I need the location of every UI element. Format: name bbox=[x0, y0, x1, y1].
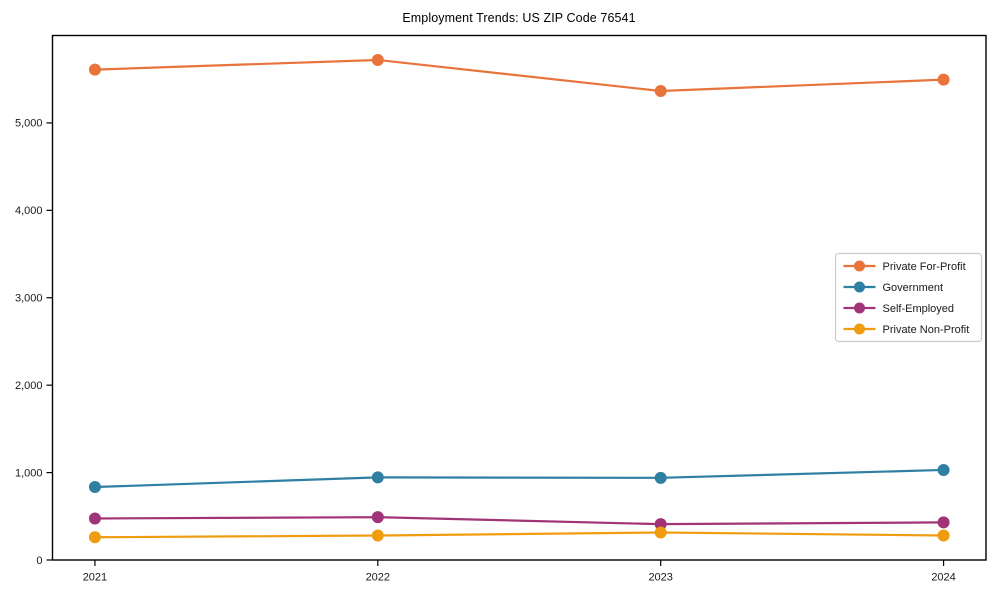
x-axis-tick-label: 2023 bbox=[648, 572, 672, 584]
data-point-self-employed bbox=[937, 516, 950, 529]
legend-entry-private-for-profit: Private For-Profit bbox=[843, 260, 966, 273]
data-point-private-for-profit bbox=[88, 63, 101, 76]
data-point-private-non-profit bbox=[654, 526, 667, 539]
y-axis-tick-label: 3,000 bbox=[15, 293, 43, 305]
y-axis-tick-label: 2,000 bbox=[15, 380, 43, 392]
data-point-private-for-profit bbox=[937, 73, 950, 86]
data-point-self-employed bbox=[654, 518, 667, 531]
legend-marker-swatch bbox=[854, 302, 865, 314]
series-line-government bbox=[94, 468, 944, 489]
x-axis-tick-label: 2022 bbox=[366, 572, 390, 584]
legend-label: Private For-Profit bbox=[883, 261, 966, 273]
legend-marker-swatch bbox=[854, 281, 865, 293]
data-point-private-non-profit bbox=[88, 531, 101, 544]
legend-marker-swatch bbox=[854, 323, 865, 335]
legend-label: Private Non-Profit bbox=[883, 324, 970, 336]
y-axis-tick-label: 1,000 bbox=[15, 467, 43, 479]
x-axis-tick-label: 2024 bbox=[931, 572, 955, 584]
legend: Private For-Profit Government Self-Employe… bbox=[834, 252, 983, 343]
legend-entry-self-employed: Self-Employed bbox=[843, 302, 955, 315]
data-point-private-non-profit bbox=[937, 529, 950, 542]
legend-label: Self-Employed bbox=[883, 303, 955, 315]
series-line-private-for-profit bbox=[94, 58, 944, 93]
legend-box bbox=[834, 252, 983, 343]
data-point-private-for-profit bbox=[654, 85, 667, 98]
chart-title: Employment Trends: US ZIP Code 76541 bbox=[402, 11, 636, 25]
data-point-self-employed bbox=[371, 511, 384, 524]
data-point-government bbox=[371, 471, 384, 484]
legend-marker-swatch bbox=[854, 260, 865, 272]
legend-label: Government bbox=[883, 282, 944, 294]
y-axis-tick-label: 5,000 bbox=[15, 118, 43, 130]
legend-entry-government: Government bbox=[843, 281, 944, 294]
y-axis-tick-label: 4,000 bbox=[15, 205, 43, 217]
legend-entry-private-non-profit: Private Non-Profit bbox=[843, 323, 970, 336]
series-line-self-employed bbox=[94, 516, 944, 526]
x-axis-tick-label: 2021 bbox=[83, 572, 107, 584]
data-point-self-employed bbox=[88, 512, 101, 525]
y-axis-tick-label: 0 bbox=[36, 555, 42, 567]
data-point-private-for-profit bbox=[371, 53, 384, 66]
data-point-private-non-profit bbox=[371, 529, 384, 542]
data-point-government bbox=[937, 463, 950, 476]
data-point-government bbox=[654, 471, 667, 484]
data-point-government bbox=[88, 481, 101, 494]
series-line-private-non-profit bbox=[94, 531, 944, 539]
